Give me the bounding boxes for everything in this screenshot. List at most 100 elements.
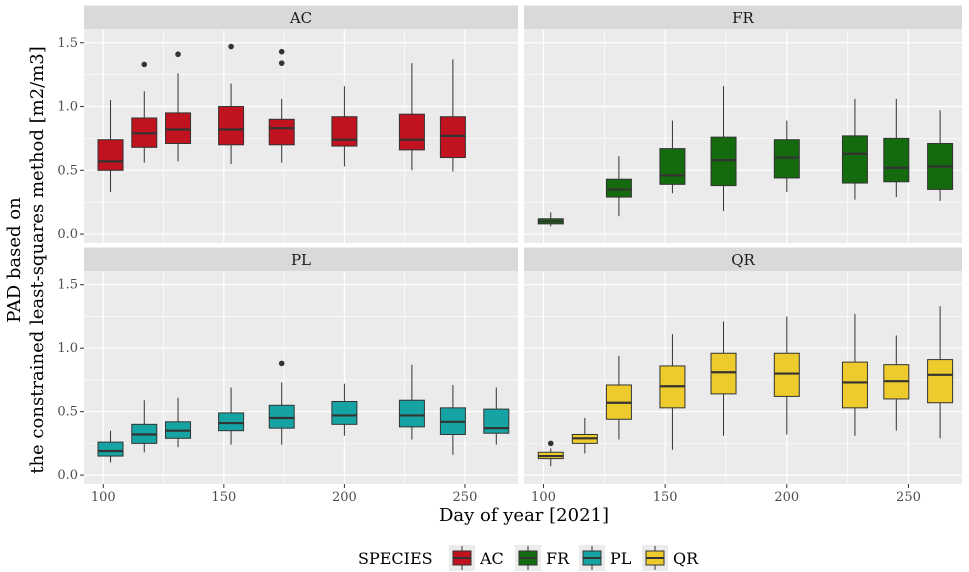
y-tick-label: 0.5: [57, 163, 78, 178]
box-body: [165, 112, 192, 145]
x-tick-label: 200: [332, 490, 357, 505]
legend-label: PL: [610, 549, 632, 568]
legend-entry-fr: FR: [515, 545, 570, 571]
box-ac-day-103: [97, 100, 124, 192]
legend-label: AC: [479, 549, 504, 568]
y-axis-title-line1: PAD based on: [4, 197, 25, 323]
y-tick-label: 1.0: [57, 341, 78, 356]
box-fr-day-228: [841, 98, 868, 200]
box-fr-day-103: [537, 212, 564, 227]
box-ac-day-131: [165, 51, 192, 162]
box-pl-day-153: [218, 387, 245, 445]
x-tick-label: 150: [653, 490, 678, 505]
legend-entry-ac: AC: [449, 545, 504, 571]
facet-strip-label: FR: [732, 9, 754, 27]
box-body: [773, 139, 800, 179]
box-body: [268, 118, 295, 146]
x-tick-label: 100: [91, 490, 116, 505]
facet-strip-label: AC: [289, 9, 312, 27]
box-ac-day-174: [268, 48, 295, 163]
box-body: [439, 116, 466, 159]
box-qr-day-228: [841, 313, 868, 436]
facet-strip: [84, 247, 518, 272]
box-body: [710, 136, 737, 187]
panel-pl: PL 0.0 0.5 1.0 1.5 100 150 200 250: [57, 247, 518, 505]
box-pl-day-245: [439, 384, 466, 455]
box-body: [331, 116, 358, 147]
x-tick-label: 250: [896, 490, 921, 505]
box-body: [268, 404, 295, 429]
facet-strip: [524, 247, 962, 272]
box-fr-day-153: [659, 120, 686, 194]
legend-label: FR: [546, 549, 570, 568]
box-fr-day-174: [710, 86, 737, 212]
box-body: [483, 408, 510, 434]
box-fr-day-263: [927, 110, 954, 201]
box-qr-day-103: [537, 440, 564, 467]
box-body: [605, 178, 632, 198]
outlier-point: [228, 43, 234, 50]
legend: SPECIES AC FR PL QR: [358, 545, 699, 571]
x-tick-label: 100: [531, 490, 556, 505]
box-ac-day-200: [331, 86, 358, 167]
y-tick-label: 0.5: [57, 405, 78, 420]
box-ac-day-153: [218, 43, 245, 164]
x-tick-label: 150: [211, 490, 236, 505]
legend-entry-qr: QR: [642, 545, 699, 571]
box-pl-day-228: [398, 364, 425, 440]
box-fr-day-245: [883, 98, 910, 198]
outlier-point: [278, 60, 285, 66]
x-axis-title: Day of year [2021]: [439, 505, 609, 526]
box-ac-day-245: [439, 59, 466, 172]
box-ac-day-117: [131, 61, 158, 163]
box-body: [218, 412, 245, 432]
panel-fr: FR: [524, 5, 962, 243]
box-body: [97, 441, 124, 457]
panel-background: [84, 272, 518, 484]
box-qr-day-263: [927, 306, 954, 439]
outlier-point: [175, 51, 181, 58]
panel-ac: AC 0.0 0.5 1.0 1.5: [57, 5, 518, 243]
box-qr-day-245: [883, 335, 910, 431]
box-fr-day-200: [773, 120, 800, 192]
y-tick-label: 1.5: [57, 278, 78, 293]
y-tick-label: 1.5: [57, 36, 78, 51]
box-body: [331, 400, 358, 425]
box-pl-day-200: [331, 383, 358, 436]
y-axis-title: PAD based on the constrained least-squar…: [4, 46, 48, 474]
facet-strip: [524, 5, 962, 30]
box-qr-day-200: [773, 316, 800, 435]
box-body: [659, 148, 686, 185]
box-qr-day-117: [571, 417, 598, 454]
outlier-point: [278, 360, 285, 367]
box-body: [398, 399, 425, 428]
x-tick-label: 200: [774, 490, 799, 505]
panels-layer: AC 0.0 0.5 1.0 1.5 FR PL 0.0 0.5 1.0 1.5 100 150 200 2…: [57, 5, 962, 505]
outlier-point: [141, 61, 148, 68]
facet-strip-label: PL: [291, 251, 311, 269]
box-body: [883, 137, 910, 183]
box-body: [841, 135, 868, 184]
facet-strip: [84, 5, 518, 30]
y-tick-label: 0.0: [57, 468, 78, 483]
box-ac-day-228: [398, 63, 425, 171]
box-qr-day-174: [710, 321, 737, 436]
facet-strip-label: QR: [731, 251, 755, 269]
box-body: [773, 352, 800, 397]
y-axis-title-line2: the constrained least-squares method [m2…: [27, 46, 48, 474]
legend-entry-pl: PL: [579, 545, 632, 571]
panel-qr: QR 100 150 200 250: [524, 247, 962, 505]
box-pl-day-174: [268, 360, 295, 445]
box-body: [97, 139, 124, 171]
box-body: [841, 361, 868, 409]
box-body: [218, 106, 245, 146]
box-body: [398, 113, 425, 151]
y-tick-label: 0.0: [57, 227, 78, 242]
box-qr-day-153: [659, 334, 686, 450]
box-fr-day-131: [605, 156, 632, 217]
outlier-point: [547, 440, 554, 447]
box-qr-day-131: [605, 355, 632, 440]
panel-background: [524, 30, 962, 243]
legend-label: QR: [673, 549, 699, 568]
